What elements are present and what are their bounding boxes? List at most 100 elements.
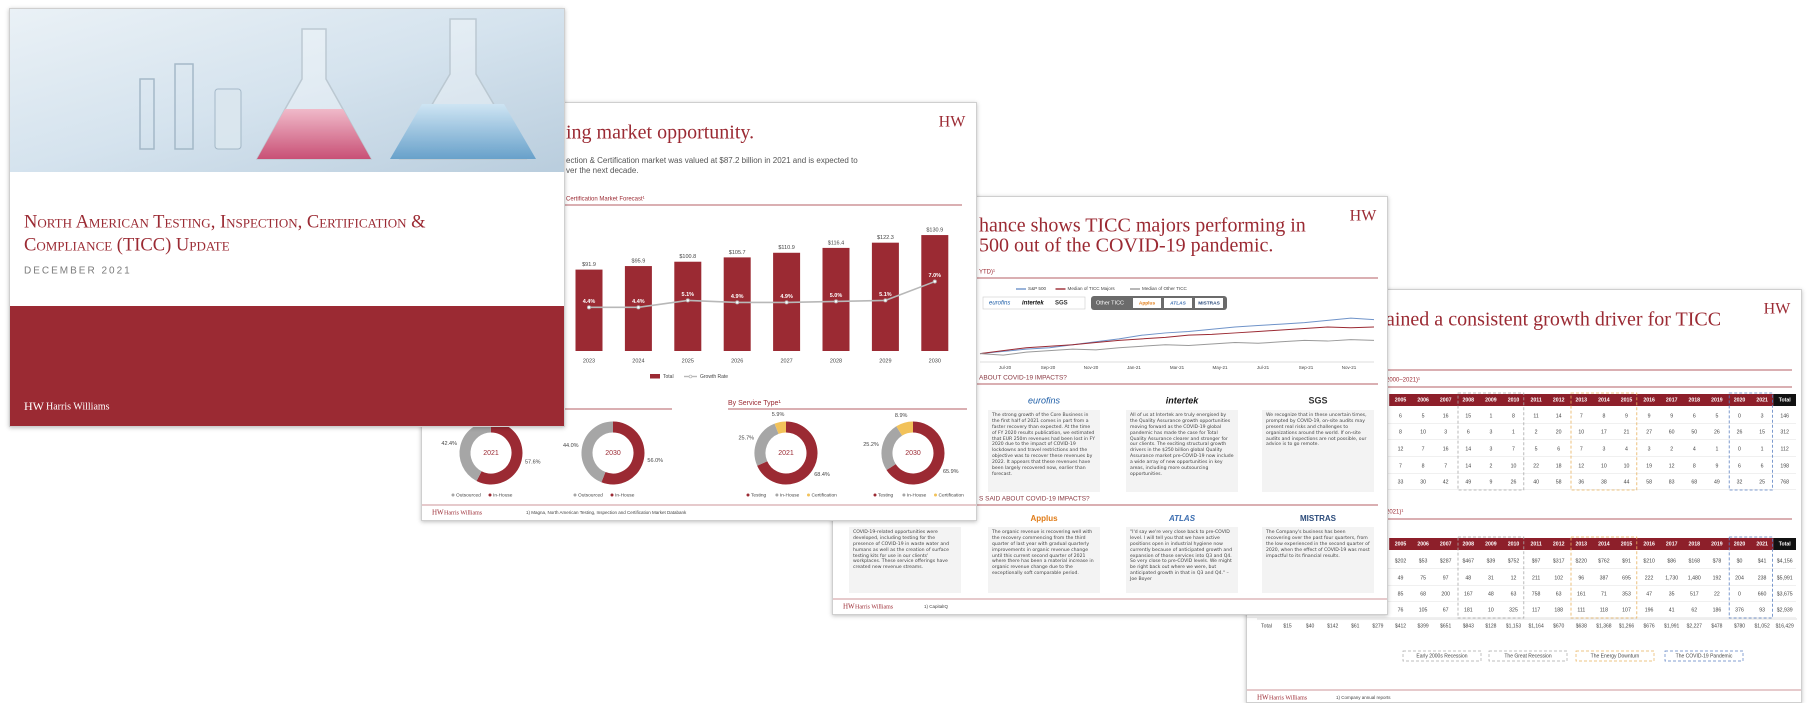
table-cell: 204	[1735, 575, 1744, 581]
table-title: 2021)¹	[1386, 510, 1403, 516]
table-cell: $638	[1576, 623, 1587, 629]
column-header: 2020	[1734, 541, 1746, 547]
table-cell: 0	[1738, 413, 1741, 419]
bar-value-label: $95.9	[632, 259, 646, 265]
table-cell: 186	[1713, 607, 1722, 613]
growth-point	[933, 280, 936, 283]
table-cell: 9	[1715, 463, 1718, 469]
table-cell: 1	[1512, 429, 1515, 435]
column-header: 2021	[1756, 397, 1768, 403]
growth-label: 5.1%	[682, 292, 695, 298]
footnote: 1) Magna, North American Testing, Inspec…	[526, 510, 687, 515]
legend-swatch	[689, 375, 692, 378]
table-cell: 4	[1693, 446, 1696, 452]
table-cell: 36	[1578, 479, 1584, 485]
growth-label: 4.4%	[632, 299, 645, 305]
table-cell: 63	[1511, 591, 1517, 597]
column-header: 2009	[1485, 397, 1497, 403]
quote-text: The Company's business has been recoveri…	[1262, 527, 1374, 593]
column-header: 2020	[1734, 397, 1746, 403]
table-cell: 9	[1489, 479, 1492, 485]
table-cell: $5,991	[1777, 575, 1793, 581]
table-cell: 9	[1670, 413, 1673, 419]
table-cell: $168	[1689, 558, 1701, 564]
bar-value-label: $105.7	[729, 250, 746, 256]
table-cell: 107	[1622, 607, 1631, 613]
table-cell: 161	[1577, 591, 1586, 597]
chart-title: Certification Market Forecast¹	[566, 197, 645, 203]
bar-value-label: $116.4	[828, 240, 844, 246]
section-title: By Service Type¹	[728, 400, 781, 407]
company-logo: MISTRAS	[1300, 514, 1337, 523]
table-cell: 15	[1465, 413, 1471, 419]
table-cell: 44	[1624, 479, 1630, 485]
legend-swatch	[650, 374, 660, 379]
table-cell: 9	[1625, 413, 1628, 419]
x-tick-label: Sep-21	[1299, 365, 1314, 370]
brand-name: Harris Williams	[46, 401, 110, 412]
quote-text: The strong growth of the Core Business i…	[988, 410, 1100, 492]
donut-label: 25.7%	[738, 436, 754, 442]
table-cell: $399	[1418, 623, 1429, 629]
table-cell: 7	[1444, 463, 1447, 469]
table-cell: 67	[1443, 607, 1449, 613]
table-cell: $3,675	[1777, 591, 1793, 597]
bar	[674, 262, 701, 351]
table-cell: 312	[1780, 429, 1789, 435]
table-cell: $467	[1463, 558, 1475, 564]
table-cell: 22	[1533, 463, 1539, 469]
bar-value-label: $100.8	[679, 254, 696, 260]
legend-label: Median of Other TICC	[1142, 286, 1188, 291]
growth-label: 4.9%	[731, 294, 744, 300]
table-cell: 58	[1646, 479, 1652, 485]
table-cell: $4,156	[1777, 558, 1793, 564]
table-cell: 222	[1645, 575, 1654, 581]
quote-text: The organic revenue is recovering well w…	[988, 527, 1100, 593]
brand-monogram: HW	[1350, 208, 1378, 225]
table-cell: 8	[1512, 413, 1515, 419]
table-cell: $279	[1372, 623, 1383, 629]
donut-segment	[760, 429, 777, 464]
section-title: ABOUT COVID-19 IMPACTS?	[979, 375, 1067, 382]
column-header: 2006	[1417, 541, 1429, 547]
table-cell: 32	[1737, 479, 1743, 485]
company-logo: SGS	[1308, 395, 1327, 405]
table-cell: 58	[1556, 479, 1562, 485]
company-logo: eurofins	[1028, 395, 1061, 405]
donut-label: 65.9%	[943, 469, 959, 475]
period-legend-label: Early 2000s Recession	[1416, 653, 1467, 659]
row-label: Total	[1261, 623, 1272, 629]
company-logo: intertek	[1022, 301, 1044, 307]
table-cell: 1,480	[1688, 575, 1701, 581]
legend-label: Outsourced	[578, 492, 603, 498]
table-cell: 325	[1509, 607, 1518, 613]
table-cell: 62	[1691, 607, 1697, 613]
x-tick-label: 2029	[879, 358, 891, 364]
column-header: 2018	[1689, 397, 1701, 403]
column-header: 2007	[1440, 397, 1452, 403]
table-cell: 112	[1781, 446, 1789, 452]
company-logo: ATLAS	[1169, 300, 1186, 306]
table-cell: 10	[1488, 607, 1494, 613]
bar	[921, 235, 948, 351]
x-tick-label: Jul-20	[999, 365, 1012, 370]
table-cell: 200	[1441, 591, 1450, 597]
table-cell: 118	[1600, 607, 1608, 613]
table-cell: $478	[1711, 623, 1722, 629]
column-header: 2013	[1576, 397, 1588, 403]
slide-cover: North American Testing, Inspection, Cert…	[9, 8, 565, 427]
table-cell: 1	[1715, 446, 1718, 452]
table-cell: $53	[1419, 558, 1428, 564]
table-cell: 75	[1420, 575, 1426, 581]
column-header: 2021	[1756, 541, 1768, 547]
table-cell: 97	[1443, 575, 1449, 581]
chart-title: YTD)¹	[979, 270, 995, 276]
table-cell: 25	[1759, 479, 1765, 485]
column-header: 2016	[1643, 397, 1655, 403]
table-cell: 48	[1465, 575, 1471, 581]
table-cell: 8	[1602, 413, 1605, 419]
legend-swatch	[874, 494, 877, 497]
growth-point	[834, 300, 837, 303]
table-cell: $1,164	[1528, 623, 1544, 629]
column-header: 2017	[1666, 397, 1678, 403]
